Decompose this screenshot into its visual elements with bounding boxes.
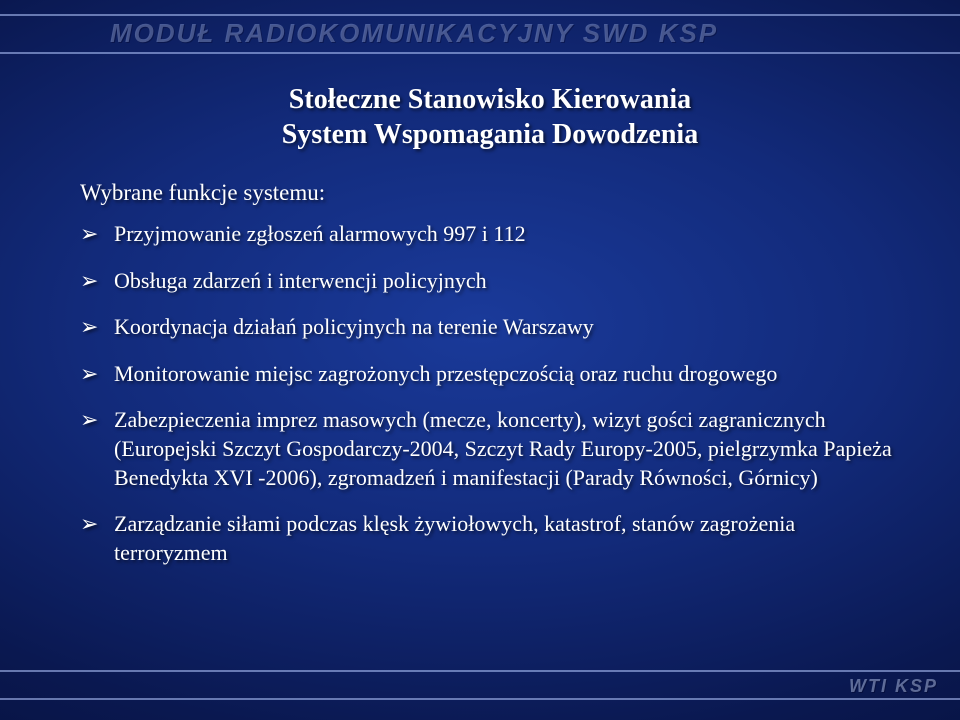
intro-text: Wybrane funkcje systemu: bbox=[80, 180, 900, 206]
title-line-1: Stołeczne Stanowisko Kierowania bbox=[80, 82, 900, 117]
header-bar: MODUŁ RADIOKOMUNIKACYJNY SWD KSP bbox=[0, 14, 960, 54]
bullet-item: Monitorowanie miejsc zagrożonych przestę… bbox=[80, 360, 900, 389]
footer-bar: WTI KSP bbox=[0, 670, 960, 700]
bullet-list: Przyjmowanie zgłoszeń alarmowych 997 i 1… bbox=[80, 220, 900, 567]
bullet-item: Obsługa zdarzeń i interwencji policyjnyc… bbox=[80, 267, 900, 296]
content-area: Stołeczne Stanowisko Kierowania System W… bbox=[80, 82, 900, 585]
header-title: MODUŁ RADIOKOMUNIKACYJNY SWD KSP bbox=[0, 18, 960, 49]
bullet-item: Przyjmowanie zgłoszeń alarmowych 997 i 1… bbox=[80, 220, 900, 249]
title-line-2: System Wspomagania Dowodzenia bbox=[80, 117, 900, 152]
bullet-item: Koordynacja działań policyjnych na teren… bbox=[80, 313, 900, 342]
footer-text: WTI KSP bbox=[849, 676, 938, 697]
bullet-item: Zarządzanie siłami podczas klęsk żywioło… bbox=[80, 510, 900, 567]
slide: MODUŁ RADIOKOMUNIKACYJNY SWD KSP Stołecz… bbox=[0, 0, 960, 720]
bullet-item: Zabezpieczenia imprez masowych (mecze, k… bbox=[80, 406, 900, 492]
